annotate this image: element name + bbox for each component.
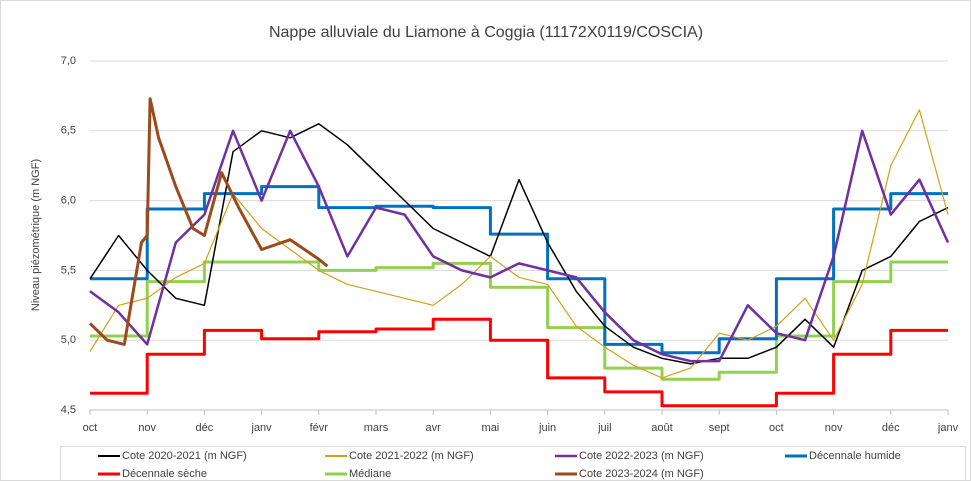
series-line	[90, 185, 948, 355]
legend-label: Cote 2022-2023 (m NGF)	[579, 450, 704, 462]
chart-title: Nappe alluviale du Liamone à Coggia (111…	[269, 24, 703, 41]
x-tick-label: nov	[138, 422, 156, 434]
legend-label: Médiane	[349, 468, 391, 480]
legend-label: Cote 2020-2021 (m NGF)	[122, 450, 247, 462]
legend-label: Décennale humide	[809, 450, 901, 462]
x-tick-label: janv	[251, 422, 273, 434]
y-tick-label: 5,0	[61, 334, 76, 346]
legend-box	[60, 446, 966, 481]
x-tick-label: juil	[597, 422, 611, 434]
x-tick-label: juin	[538, 422, 556, 434]
x-tick-label: déc	[882, 422, 900, 434]
series-line	[89, 109, 949, 379]
y-axis-label: Niveau piézométrique (m NGF)	[30, 159, 42, 311]
y-tick-label: 6,0	[61, 195, 76, 207]
y-tick-label: 4,5	[61, 404, 76, 416]
y-tick-label: 6,5	[61, 125, 76, 137]
x-tick-label: août	[651, 422, 672, 434]
x-tick-label: nov	[825, 422, 843, 434]
x-tick-label: sept	[709, 422, 730, 434]
x-tick-label: mai	[482, 422, 500, 434]
legend-label: Décennale sèche	[122, 468, 207, 480]
series-line	[90, 317, 948, 408]
x-tick-label: oct	[83, 422, 98, 434]
series-line	[89, 129, 950, 363]
x-tick-label: avr	[426, 422, 442, 434]
x-tick-label: déc	[196, 422, 214, 434]
series-line	[90, 260, 948, 381]
legend-label: Cote 2023-2024 (m NGF)	[579, 468, 704, 480]
x-tick-label: mars	[364, 422, 389, 434]
y-tick-label: 5,5	[61, 264, 76, 276]
series-line	[89, 123, 949, 365]
x-tick-label: févr	[310, 422, 329, 434]
legend-label: Cote 2021-2022 (m NGF)	[349, 450, 474, 462]
x-tick-label: janv	[937, 422, 959, 434]
series-line	[88, 97, 329, 346]
y-tick-label: 7,0	[61, 55, 76, 67]
x-tick-label: oct	[769, 422, 784, 434]
